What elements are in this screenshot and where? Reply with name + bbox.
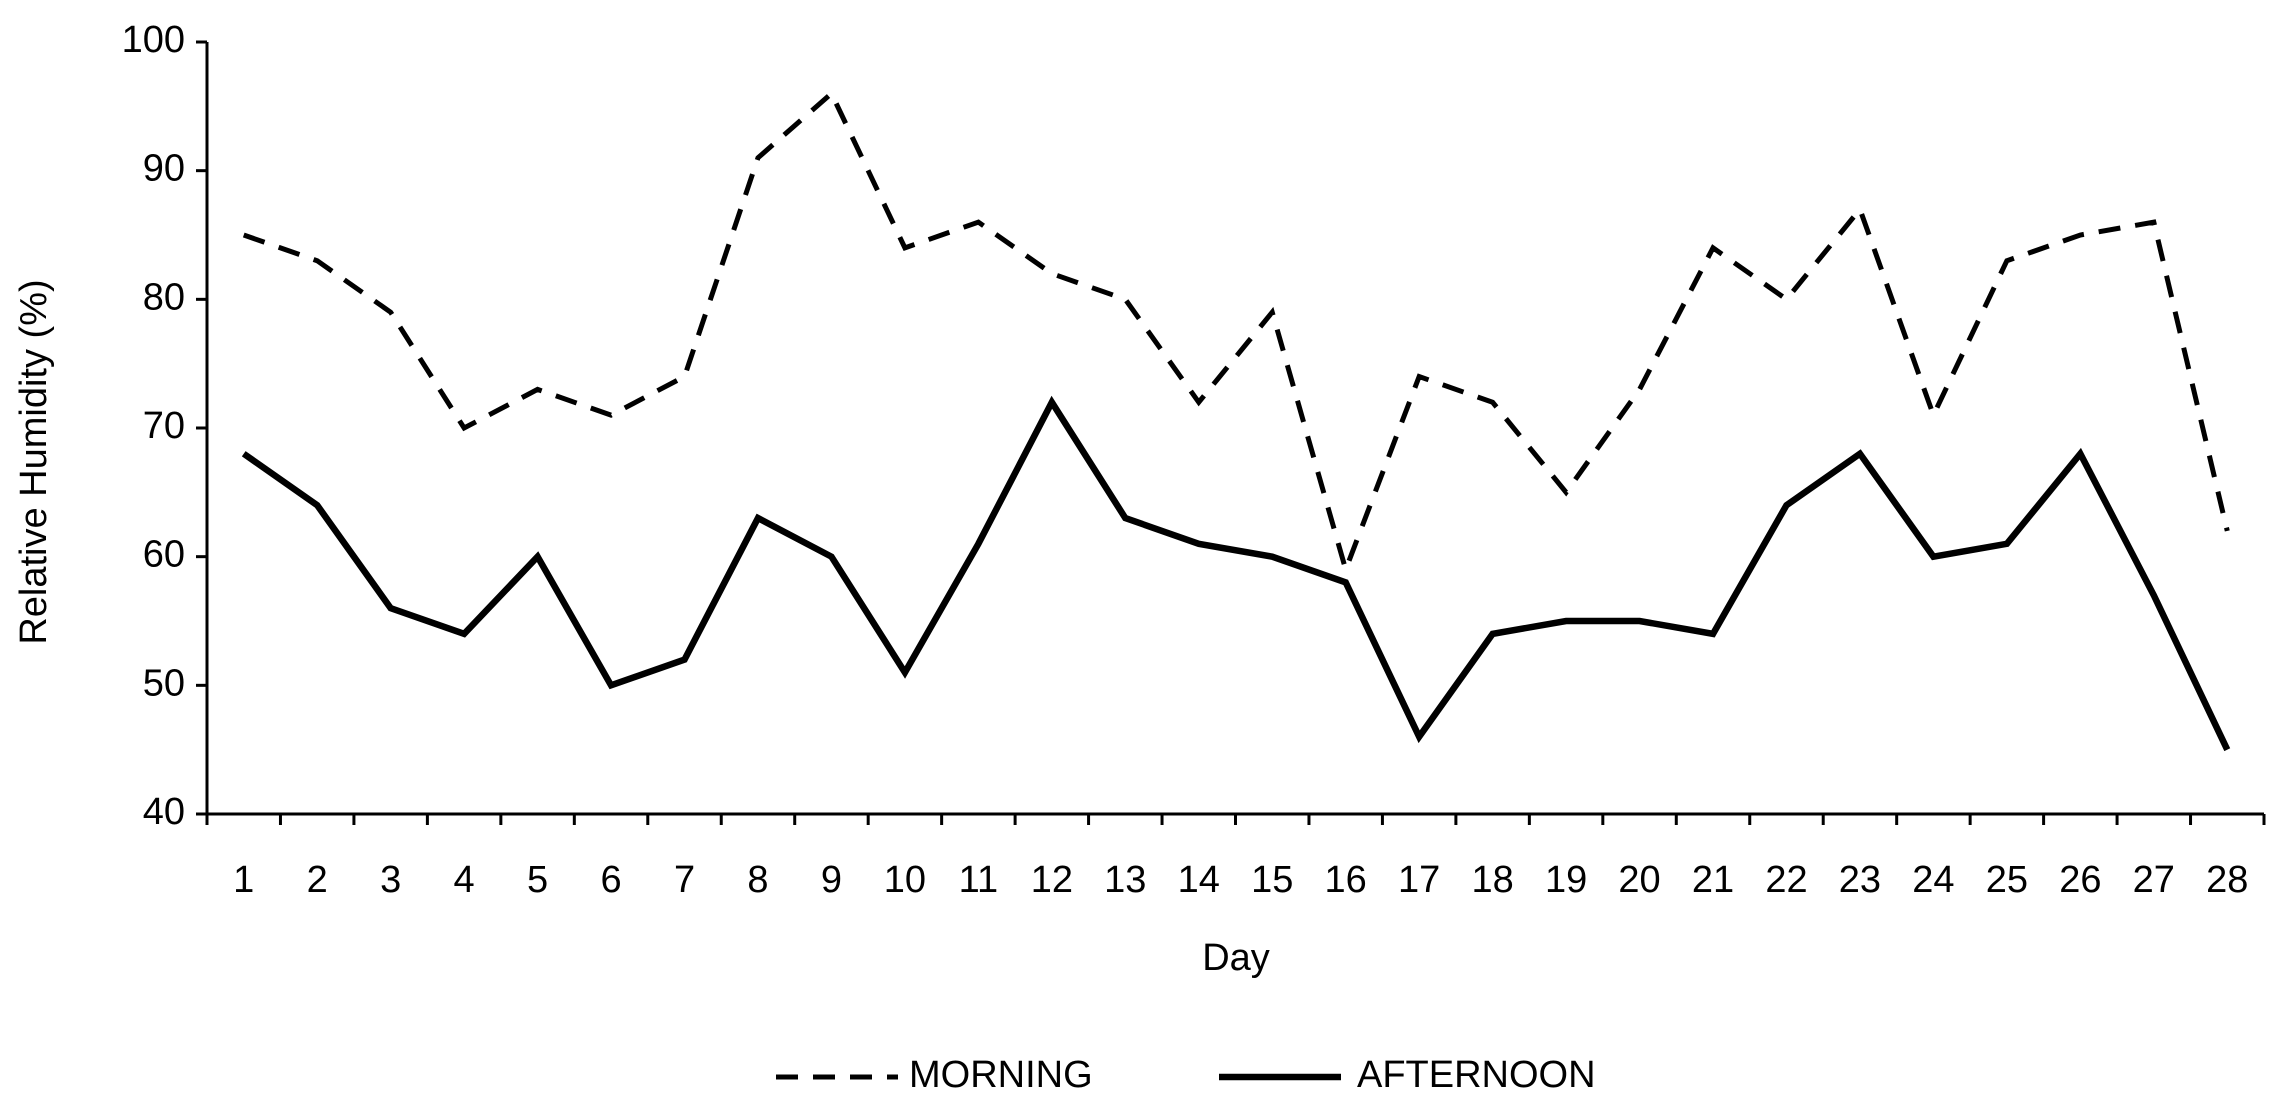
- x-tick-label: 10: [884, 859, 926, 901]
- x-tick-label: 5: [527, 859, 548, 901]
- y-tick-label: 100: [122, 19, 185, 61]
- x-tick-label: 6: [600, 859, 621, 901]
- x-tick-label: 9: [821, 859, 842, 901]
- x-tick-label: 20: [1618, 859, 1660, 901]
- x-tick-label: 24: [1912, 859, 1954, 901]
- x-tick-label: 18: [1471, 859, 1513, 901]
- x-tick-label: 16: [1325, 859, 1367, 901]
- x-tick-label: 8: [747, 859, 768, 901]
- x-tick-label: 28: [2206, 859, 2248, 901]
- y-tick-label: 40: [143, 791, 185, 833]
- x-tick-label: 22: [1765, 859, 1807, 901]
- x-tick-label: 4: [454, 859, 475, 901]
- x-tick-label: 25: [1986, 859, 2028, 901]
- x-tick-label: 7: [674, 859, 695, 901]
- y-tick-label: 60: [143, 534, 185, 576]
- y-axis-label: Relative Humidity (%): [13, 279, 55, 644]
- series-line: [241, 395, 2231, 752]
- x-tick-label: 27: [2133, 859, 2175, 901]
- x-tick-label: 21: [1692, 859, 1734, 901]
- y-tick-label: 70: [143, 405, 185, 447]
- x-tick-label: 14: [1178, 859, 1220, 901]
- x-tick-label: 12: [1031, 859, 1073, 901]
- x-tick-label: 23: [1839, 859, 1881, 901]
- x-tick-label: 13: [1104, 859, 1146, 901]
- legend-label: AFTERNOON: [1357, 1054, 1596, 1096]
- x-tick-label: 19: [1545, 859, 1587, 901]
- x-axis-label: Day: [1202, 937, 1270, 979]
- x-tick-label: 3: [380, 859, 401, 901]
- y-tick-label: 80: [143, 276, 185, 318]
- x-tick-label: 15: [1251, 859, 1293, 901]
- x-tick-label: 26: [2059, 859, 2101, 901]
- x-tick-label: 17: [1398, 859, 1440, 901]
- x-tick-label: 1: [233, 859, 254, 901]
- legend-label: MORNING: [909, 1054, 1093, 1096]
- x-tick-label: 2: [307, 859, 328, 901]
- y-tick-label: 90: [143, 148, 185, 190]
- series-line: [242, 89, 2230, 578]
- y-tick-label: 50: [143, 662, 185, 704]
- x-tick-label: 11: [959, 859, 998, 901]
